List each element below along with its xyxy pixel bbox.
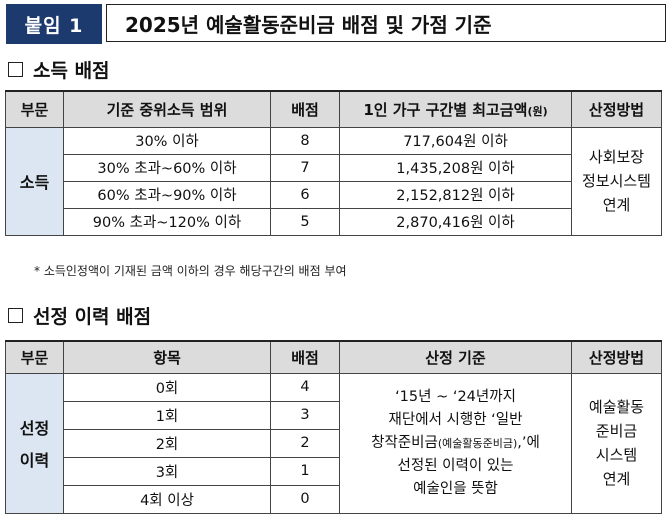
table-header-row: 부문 기준 중위소득 범위 배점 1인 가구 구간별 최고금액(원) 산정방법	[5, 90, 662, 128]
range-cell: 60% 초과~90% 이하	[63, 180, 271, 209]
history-score-table: 부문 항목 배점 산정 기준 산정방법 선정 이력 0회 4 ‘15년 ~ ‘2…	[5, 340, 662, 514]
col-header-range: 기준 중위소득 범위	[63, 90, 271, 128]
amount-cell: 2,870,416원 이하	[339, 207, 572, 236]
method-line: 연계	[602, 470, 631, 488]
criteria-line: 예술인을 뜻함	[413, 480, 498, 497]
score-cell: 5	[270, 207, 340, 236]
amount-cell: 2,152,812원 이하	[339, 180, 572, 209]
table-row: 60% 초과~90% 이하 6 2,152,812원 이하	[6, 180, 662, 209]
item-cell: 2회	[63, 428, 271, 458]
section-income-title: 소득 배점	[33, 60, 110, 82]
document-header: 붙임 1 2025년 예술활동준비금 배점 및 가점 기준	[6, 4, 666, 44]
col-header-method: 산정방법	[571, 90, 662, 128]
category-history: 선정 이력	[5, 372, 64, 514]
criteria-text: ,’에	[517, 434, 540, 451]
score-cell: 7	[270, 153, 340, 182]
col-header-criteria: 산정 기준	[339, 340, 572, 374]
item-cell: 4회 이상	[63, 484, 271, 514]
criteria-text-small: (예술활동준비금)	[437, 436, 518, 450]
col-header-amount-text: 1인 가구 구간별 최고금액	[363, 100, 528, 119]
table-header-row: 부문 항목 배점 산정 기준 산정방법	[5, 340, 662, 374]
item-cell: 3회	[63, 456, 271, 486]
attachment-badge: 붙임 1	[6, 4, 102, 44]
criteria-line: ‘15년 ~ ‘24년까지	[395, 388, 516, 405]
method-line: 연계	[602, 196, 631, 214]
col-header-division: 부문	[5, 340, 64, 374]
table-row: 선정 이력 0회 4 ‘15년 ~ ‘24년까지 재단에서 시행한 ‘일반 창작…	[5, 372, 662, 514]
method-cell: 사회보장 정보시스템 연계	[571, 126, 662, 236]
income-score-table: 부문 기준 중위소득 범위 배점 1인 가구 구간별 최고금액(원) 산정방법 …	[5, 90, 662, 236]
item-cell: 1회	[63, 400, 271, 430]
amount-cell: 717,604원 이하	[339, 126, 572, 155]
range-cell: 30% 초과~60% 이하	[63, 153, 271, 182]
score-cell: 0	[270, 484, 340, 514]
criteria-line: 선정된 이력이 있는	[397, 457, 514, 474]
score-cell: 3	[270, 400, 340, 430]
table-row: 90% 초과~120% 이하 5 2,870,416원 이하	[6, 207, 662, 236]
table-row: 1회 3	[6, 400, 662, 430]
col-header-score: 배점	[270, 90, 340, 128]
item-cell: 0회	[63, 372, 271, 402]
section-history-title: 선정 이력 배점	[33, 306, 152, 328]
col-header-amount: 1인 가구 구간별 최고금액(원)	[339, 90, 572, 128]
table-row: 4회 이상 0	[6, 484, 662, 514]
range-cell: 90% 초과~120% 이하	[63, 207, 271, 236]
amount-cell: 1,435,208원 이하	[339, 153, 572, 182]
section-history-heading: 선정 이력 배점	[8, 302, 151, 329]
col-header-item: 항목	[63, 340, 271, 374]
criteria-line: 재단에서 시행한 ‘일반	[388, 411, 523, 428]
col-header-score: 배점	[270, 340, 340, 374]
method-line: 사회보장	[588, 148, 645, 166]
col-header-division: 부문	[5, 90, 64, 128]
checkbox-square-icon	[8, 308, 23, 323]
score-cell: 6	[270, 180, 340, 209]
income-footnote: * 소득인정액이 기재된 금액 이하의 경우 해당구간의 배점 부여	[34, 264, 347, 278]
table-row: 소득 30% 이하 8 717,604원 이하 사회보장 정보시스템 연계	[5, 126, 662, 236]
category-line: 이력	[19, 451, 50, 470]
method-line: 시스템	[595, 446, 638, 464]
category-income: 소득	[5, 126, 64, 236]
score-cell: 1	[270, 456, 340, 486]
method-line: 정보시스템	[581, 172, 651, 190]
method-cell: 예술활동 준비금 시스템 연계	[571, 372, 662, 514]
table-row: 30% 초과~60% 이하 7 1,435,208원 이하	[6, 153, 662, 182]
table-row: 3회 1	[6, 456, 662, 486]
criteria-text: 창작준비금	[371, 434, 438, 451]
checkbox-square-icon	[8, 62, 23, 77]
col-header-method: 산정방법	[571, 340, 662, 374]
score-cell: 4	[270, 372, 340, 402]
criteria-cell: ‘15년 ~ ‘24년까지 재단에서 시행한 ‘일반 창작준비금(예술활동준비금…	[339, 372, 572, 514]
range-cell: 30% 이하	[63, 126, 271, 155]
method-line: 예술활동	[588, 398, 645, 416]
col-header-amount-unit: (원)	[527, 104, 548, 118]
category-line: 선정	[19, 419, 50, 438]
page-title: 2025년 예술활동준비금 배점 및 가점 기준	[106, 4, 666, 42]
section-income-heading: 소득 배점	[8, 56, 110, 83]
criteria-line: 창작준비금(예술활동준비금),’에	[340, 432, 571, 455]
score-cell: 2	[270, 428, 340, 458]
score-cell: 8	[270, 126, 340, 155]
method-line: 준비금	[595, 422, 638, 440]
